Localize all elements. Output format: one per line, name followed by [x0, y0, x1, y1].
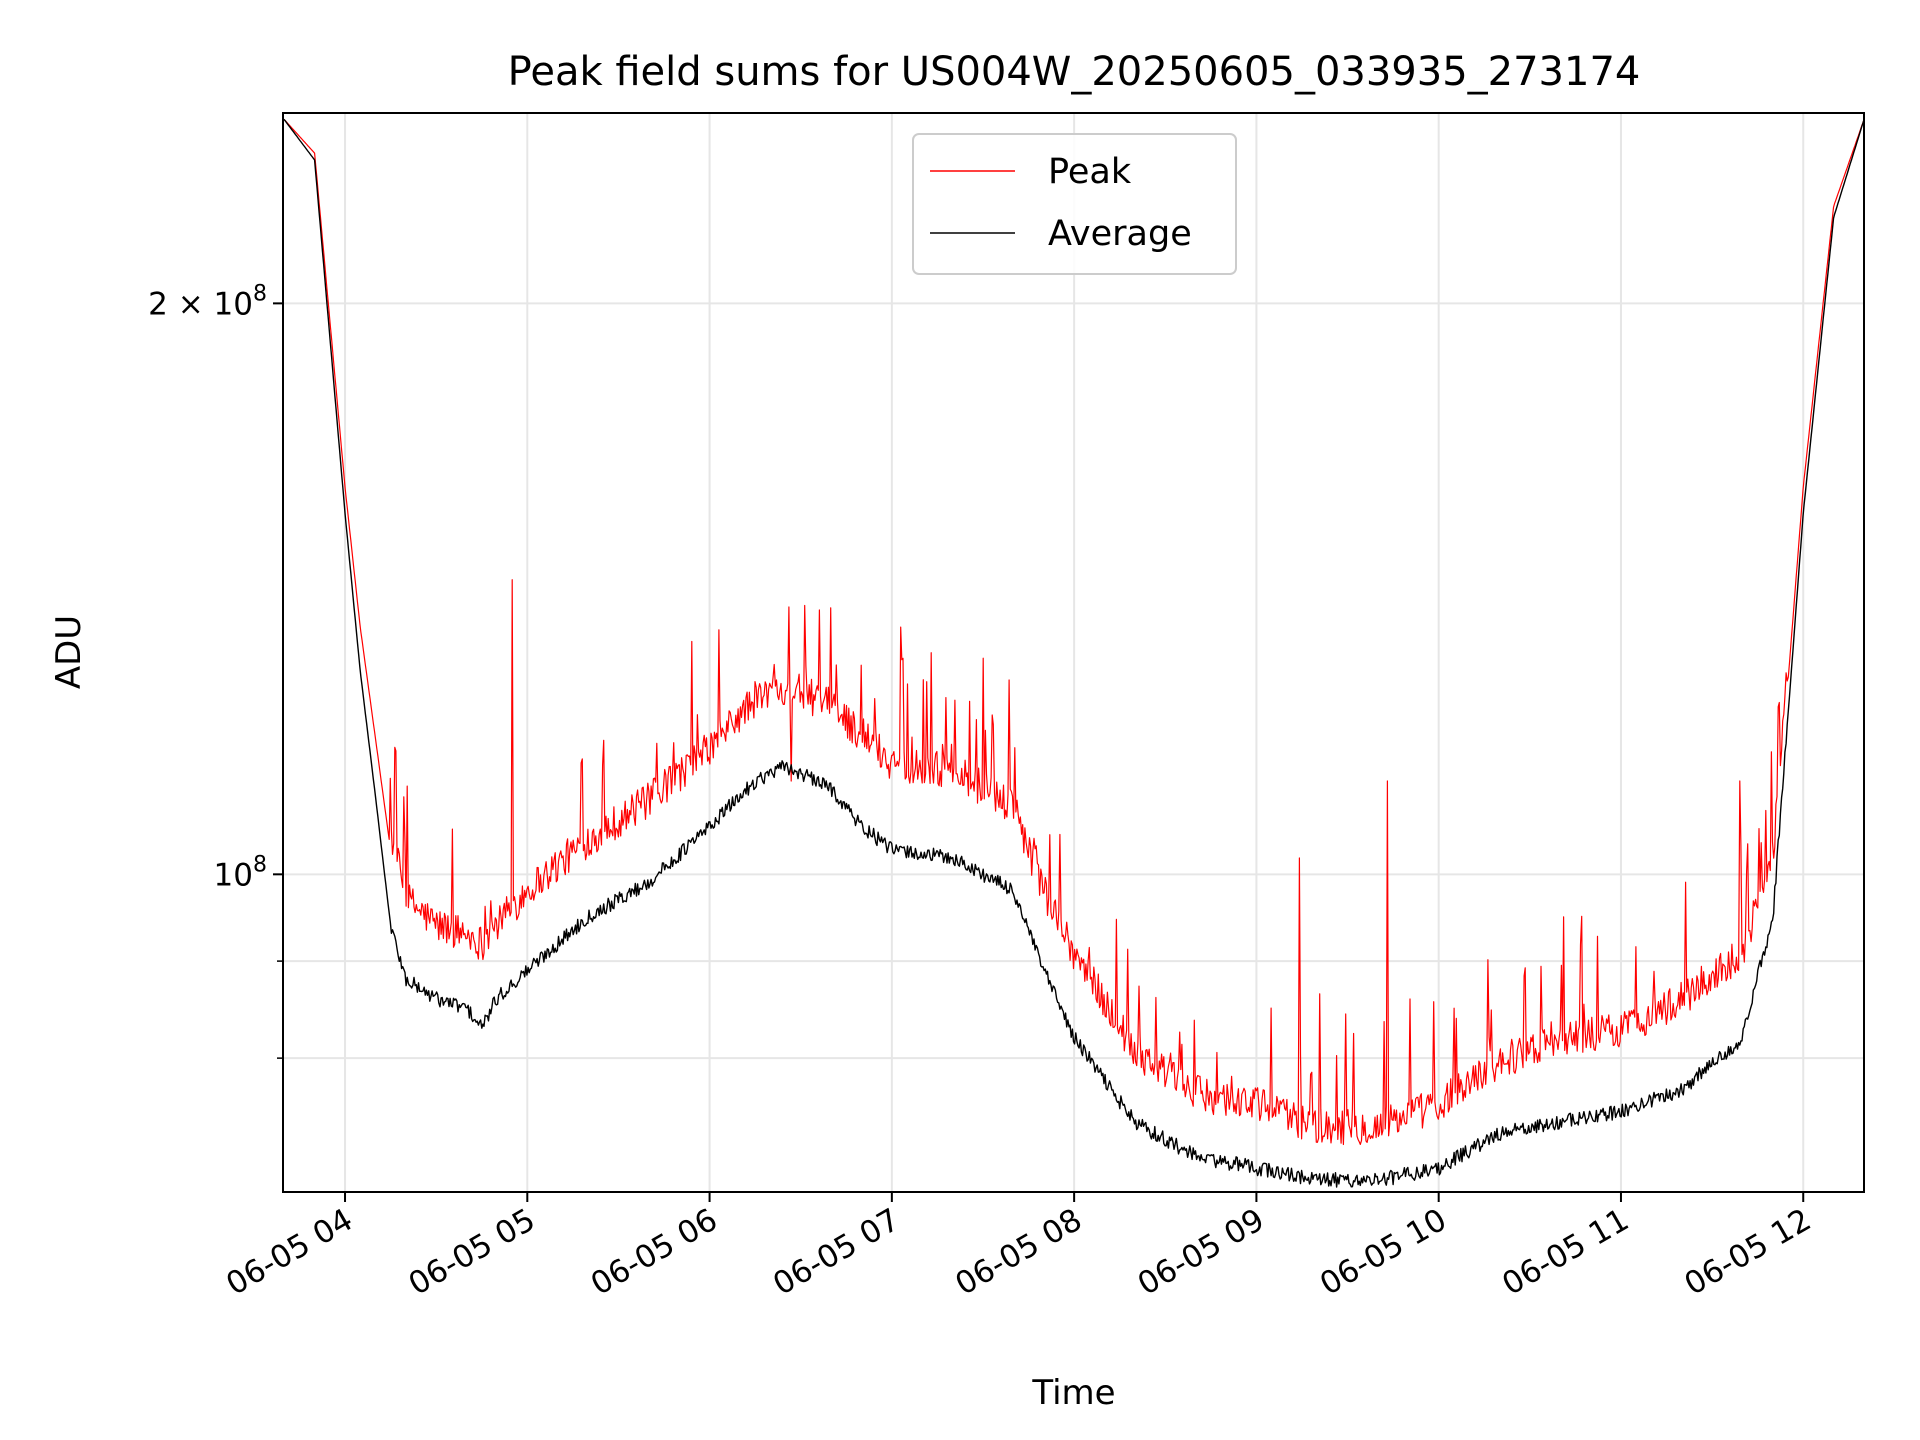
chart-title: Peak field sums for US004W_20250605_0339… [508, 49, 1641, 95]
x-tick-label: 06-05 08 [949, 1202, 1088, 1303]
y-axis-title: ADU [49, 615, 89, 689]
legend-label-peak: Peak [1048, 152, 1132, 192]
x-tick-label: 06-05 10 [1314, 1202, 1453, 1303]
x-tick-label: 06-05 11 [1496, 1202, 1635, 1303]
x-tick-label: 06-05 12 [1679, 1202, 1818, 1303]
y-tick-label: 108 [214, 852, 267, 893]
x-tick-label: 06-05 07 [767, 1202, 906, 1303]
x-tick-label: 06-05 06 [585, 1202, 724, 1303]
y-tick-label: 2 × 108 [148, 281, 267, 322]
legend-box [912, 133, 1237, 275]
legend-label-average: Average [1048, 214, 1192, 254]
x-axis-title: Time [1031, 1373, 1115, 1413]
series-layer [283, 118, 1865, 1188]
y-axis: 108 2 × 108 [148, 281, 283, 1059]
x-tick-label: 06-05 09 [1132, 1202, 1271, 1303]
x-tick-label: 06-05 05 [403, 1202, 542, 1303]
legend: Peak Average [912, 133, 1237, 275]
series-average-line [283, 118, 1865, 1188]
x-tick-label: 06-05 04 [220, 1202, 359, 1303]
x-axis: 06-05 04 06-05 05 06-05 06 06-05 07 06-05 08… [220, 1192, 1817, 1303]
series-peak-line [283, 119, 1865, 1146]
